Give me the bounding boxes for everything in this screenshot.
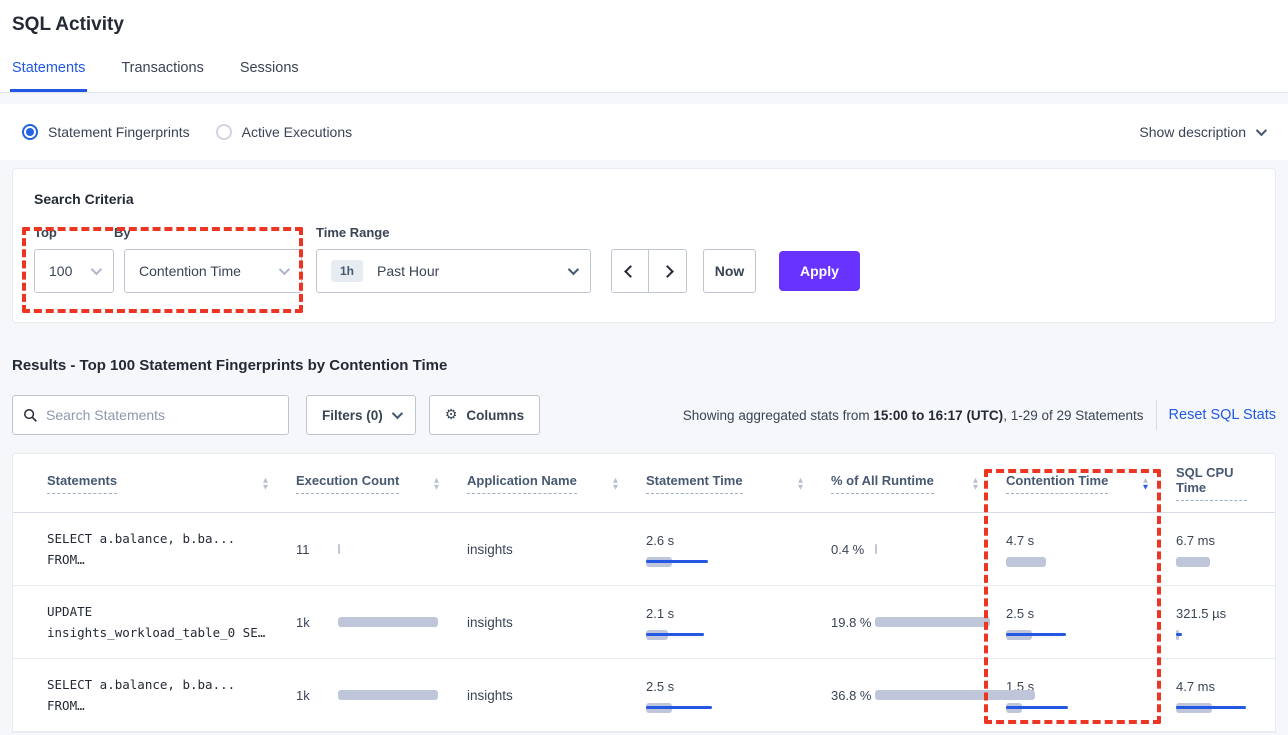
contention-time-cell: 4.7 s [1006,513,1176,585]
divider [1155,400,1157,430]
table-row: SELECT a.balance, b.ba... FROM… 1k insig… [13,659,1275,732]
next-range-button[interactable] [649,250,686,292]
gear-icon: ⚙ [444,407,458,423]
tab-transactions[interactable]: Transactions [121,60,204,76]
application-name-cell: insights [467,687,513,703]
now-button[interactable]: Now [703,249,756,293]
sql-cpu-time-cell: 321.5 µs [1176,586,1275,658]
radio-selected-icon[interactable] [22,124,38,140]
statement-time-cell: 2.1 s [646,586,831,658]
top-select[interactable]: 100 [34,249,114,293]
sql-cpu-time-cell: 6.7 ms [1176,513,1275,585]
time-range-field-group: Time Range 1h Past Hour [302,225,591,293]
tab-statements[interactable]: Statements [10,60,88,92]
sql-cpu-time-cell: 4.7 ms [1176,659,1275,731]
pct-runtime-cell: 36.8 % [831,659,1035,731]
time-range-badge: 1h [331,260,364,282]
chevron-down-icon [278,263,291,276]
by-select[interactable]: Contention Time [124,249,302,293]
search-icon [24,408,37,422]
sort-icon[interactable]: ▲ ▼ [434,475,439,491]
application-name-cell: insights [467,541,513,557]
columns-button[interactable]: ⚙ Columns [428,395,541,435]
search-criteria-panel: Search Criteria Top 100 By Contention Ti… [12,168,1276,323]
table-row: SELECT a.balance, b.ba... FROM… 11 insig… [13,513,1275,586]
sort-icon[interactable]: ▲ ▼ [613,475,618,491]
chevron-down-icon [391,407,403,420]
col-header-statements[interactable]: Statements ▲ ▼ [47,473,296,494]
search-statements-box[interactable] [12,395,289,435]
execution-count-cell: 1k [296,586,467,658]
statements-table: Statements ▲ ▼ Execution Count ▲ ▼ Applica… [12,453,1276,733]
chevron-down-icon [567,263,580,276]
col-header-contention-time[interactable]: Contention Time ▲ ▼ [1006,473,1176,494]
statement-time-cell: 2.6 s [646,513,831,585]
tab-sessions[interactable]: Sessions [239,60,299,76]
application-name-cell: insights [467,614,513,630]
pct-runtime-cell: 0.4 % [831,513,1006,585]
radio-unselected-icon[interactable] [215,124,232,140]
time-range-select[interactable]: 1h Past Hour [316,249,591,293]
by-field-group: By Contention Time [114,225,302,293]
execution-count-cell: 11 [296,513,467,585]
search-criteria-title: Search Criteria [34,191,134,207]
statement-cell[interactable]: SELECT a.balance, b.ba... FROM… [47,531,236,567]
pct-runtime-cell: 19.8 % [831,586,1006,658]
filters-button[interactable]: Filters (0) [306,395,416,435]
view-toggle-band: Statement Fingerprints Active Executions… [0,104,1288,160]
col-header-execution-count[interactable]: Execution Count ▲ ▼ [296,473,467,494]
search-criteria-controls: Top 100 By Contention Time Time Range 1h… [34,225,1254,293]
reset-sql-stats-link[interactable]: Reset SQL Stats [1168,407,1276,423]
col-header-statement-time[interactable]: Statement Time ▲ ▼ [646,473,831,494]
statement-time-cell: 2.5 s [646,659,831,731]
radio-statement-fingerprints[interactable]: Statement Fingerprints [22,124,190,140]
apply-button[interactable]: Apply [779,251,860,291]
aggregated-stats-text: Showing aggregated stats from 15:00 to 1… [682,407,1144,423]
results-heading: Results - Top 100 Statement Fingerprints… [12,357,448,374]
contention-time-cell: 2.5 s [1006,586,1176,658]
sort-icon[interactable]: ▲ ▼ [973,475,978,491]
show-description-toggle[interactable]: Show description [1139,124,1268,140]
statement-cell[interactable]: SELECT a.balance, b.ba... FROM… [47,677,236,713]
chevron-down-icon [1255,124,1268,137]
statement-cell[interactable]: UPDATE insights_workload_table_0 SE… [47,604,266,640]
sort-icon-active[interactable]: ▲ ▼ [1143,475,1148,491]
sort-icon[interactable]: ▲ ▼ [798,475,803,491]
top-field-group: Top 100 [34,225,114,293]
radio-active-executions[interactable]: Active Executions [215,124,352,140]
contention-time-cell: 1.5 s [1006,659,1176,731]
table-header-row: Statements ▲ ▼ Execution Count ▲ ▼ Applica… [13,454,1275,513]
execution-count-cell: 1k [296,659,467,731]
chevron-down-icon [90,263,103,276]
time-range-pager [611,249,687,293]
search-statements-input[interactable] [46,407,278,423]
tab-bar: Statements Transactions Sessions [0,60,1288,93]
top-header: SQL Activity Statements Transactions Ses… [0,0,1288,93]
col-header-pct-runtime[interactable]: % of All Runtime ▲ ▼ [831,473,1006,494]
chevron-right-icon [661,264,674,278]
chevron-left-icon [623,264,637,278]
results-toolbar: Filters (0) ⚙ Columns Showing aggregated… [12,395,1276,435]
page-title: SQL Activity [12,14,124,35]
sort-icon[interactable]: ▲ ▼ [263,475,268,491]
previous-range-button[interactable] [612,250,649,292]
col-header-application-name[interactable]: Application Name ▲ ▼ [467,473,646,494]
table-row: UPDATE insights_workload_table_0 SE… 1k … [13,586,1275,659]
col-header-sql-cpu-time[interactable]: SQL CPU Time [1176,465,1275,501]
